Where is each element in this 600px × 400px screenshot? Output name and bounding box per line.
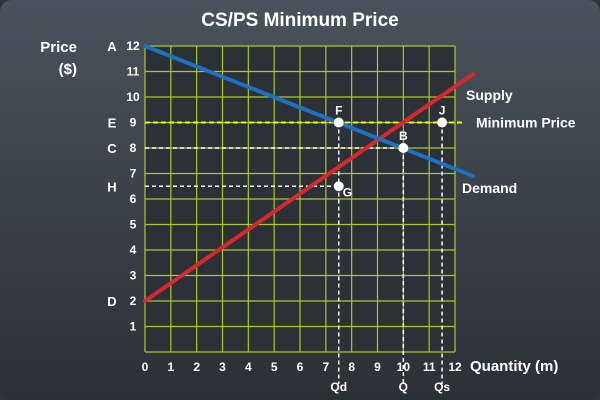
x-marker-label: Q: [399, 380, 408, 394]
x-tick-label: 0: [142, 360, 149, 374]
x-tick-label: 4: [245, 360, 252, 374]
axis-letter: D: [107, 294, 116, 309]
y-tick-label: 1: [130, 320, 137, 334]
y-axis-label-line2: ($): [59, 61, 77, 78]
x-tick-label: 12: [448, 360, 462, 374]
y-tick-label: 3: [130, 269, 137, 283]
axis-letter: E: [108, 116, 117, 131]
y-tick-label: 7: [130, 167, 137, 181]
point-label: J: [439, 104, 446, 118]
supply-label: Supply: [466, 87, 513, 103]
axis-letter: A: [107, 39, 117, 54]
y-tick-label: 9: [130, 116, 137, 130]
point-label: F: [335, 104, 342, 118]
y-tick-label: 2: [130, 294, 137, 308]
demand-curve: [143, 44, 476, 179]
x-tick-label: 9: [374, 360, 381, 374]
supply-curve: [143, 72, 476, 303]
point-label: B: [399, 129, 408, 143]
axis-letter: C: [107, 141, 117, 156]
y-tick-label: 4: [130, 243, 137, 257]
x-tick-label: 1: [167, 360, 174, 374]
y-tick-label: 11: [127, 65, 140, 79]
x-marker-label: Qd: [330, 380, 347, 394]
point-label: G: [343, 185, 352, 199]
axis-letter: H: [107, 179, 116, 194]
y-tick-label: 12: [126, 39, 140, 53]
chart-title: CS/PS Minimum Price: [201, 10, 399, 31]
x-marker-label: Qs: [434, 380, 450, 394]
x-tick-label: 8: [348, 360, 355, 374]
point-f: [333, 117, 344, 128]
point-b: [398, 143, 409, 153]
y-tick-label: 5: [130, 218, 137, 232]
point-j: [437, 117, 448, 128]
x-tick-label: 2: [193, 360, 200, 374]
x-axis-label: Quantity (m): [470, 358, 558, 375]
x-tick-label: 6: [297, 360, 304, 374]
y-axis-label-line1: Price: [40, 39, 77, 56]
x-tick-label: 3: [219, 360, 226, 374]
minimum-price-label: Minimum Price: [476, 115, 576, 131]
x-tick-label: 11: [423, 360, 436, 374]
x-tick-label: 7: [322, 360, 329, 374]
x-tick-label: 5: [271, 360, 278, 374]
demand-label: Demand: [462, 180, 517, 196]
y-tick-label: 10: [126, 90, 140, 104]
y-tick-label: 6: [130, 192, 137, 206]
y-tick-label: 8: [130, 141, 137, 155]
point-g: [333, 181, 344, 192]
